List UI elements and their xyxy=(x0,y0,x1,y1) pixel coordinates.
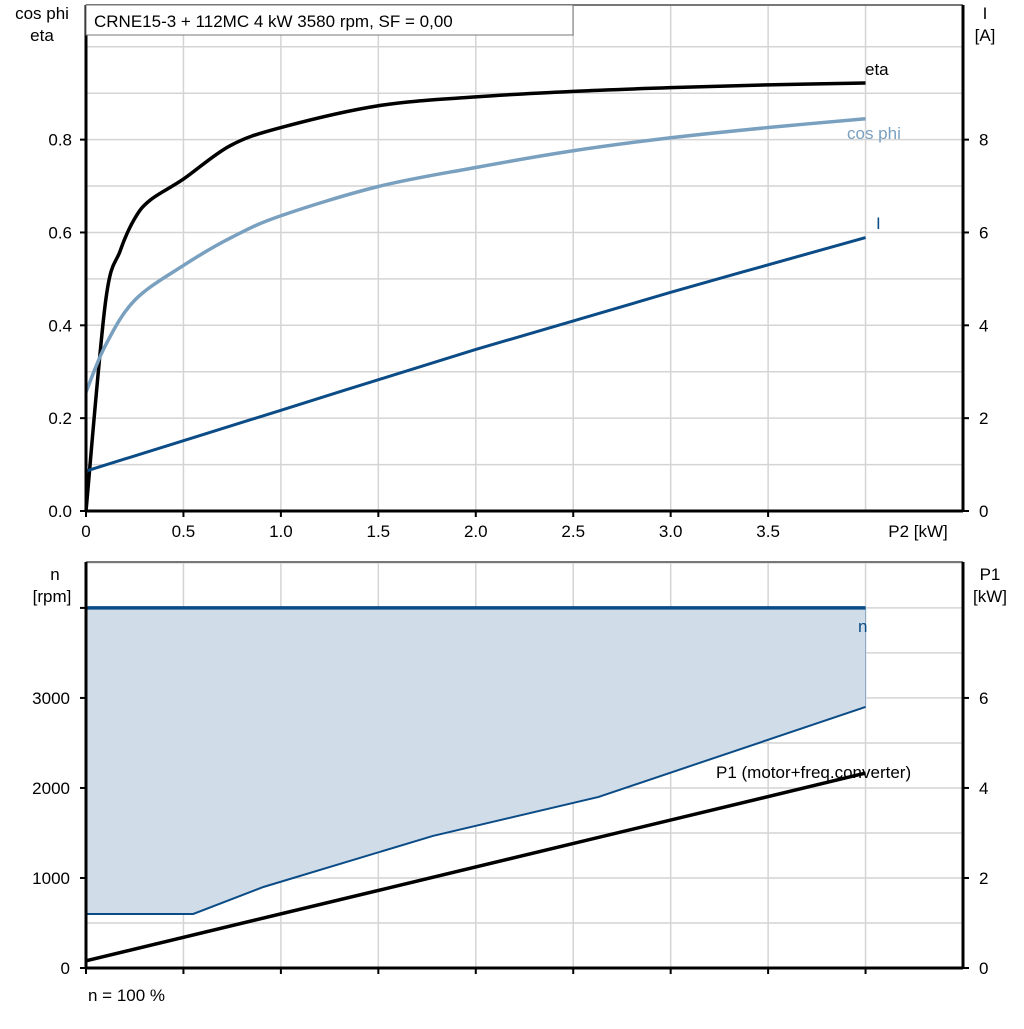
y-tick-label-right: 6 xyxy=(979,689,988,708)
title-box xyxy=(85,4,574,36)
p1-line xyxy=(85,771,866,963)
chart-title: CRNE15-3 + 112MC 4 kW 3580 rpm, SF = 0,0… xyxy=(94,12,453,31)
bottom-right-label-2: [kW] xyxy=(973,587,1007,606)
y-tick-label-left: 3000 xyxy=(32,689,70,708)
eta-curve xyxy=(84,81,866,512)
y-tick-label-right: 4 xyxy=(979,779,988,798)
top-series xyxy=(84,81,866,512)
y-tick-label-right: 2 xyxy=(979,409,988,428)
x-tick-label: 0 xyxy=(81,522,90,541)
current-label: I xyxy=(876,214,881,233)
y-tick-label-right: 2 xyxy=(979,869,988,888)
bottom-right-label-1: P1 xyxy=(980,565,1001,584)
y-tick-label-left: 0.4 xyxy=(48,316,72,335)
y-tick-label-right: 0 xyxy=(979,502,988,521)
y-tick-label-left: 0.2 xyxy=(48,409,72,428)
y-tick-label-left: 0.8 xyxy=(48,131,72,150)
y-tick-label-right: 4 xyxy=(979,316,988,335)
top-grid xyxy=(86,5,963,511)
p1-label: P1 (motor+freq.converter) xyxy=(716,763,911,782)
footer-note: n = 100 % xyxy=(88,986,165,1005)
y-tick-label-right: 8 xyxy=(979,131,988,150)
x-tick-label: 2.0 xyxy=(464,522,488,541)
top-right-label-1: I xyxy=(983,4,988,23)
cos-phi-label: cos phi xyxy=(847,124,901,143)
current-curve xyxy=(85,236,866,473)
x-tick-label: 0.5 xyxy=(172,522,196,541)
y-tick-label-left: 1000 xyxy=(32,869,70,888)
top-left-label-1: cos phi xyxy=(15,4,69,23)
bottom-left-label-1: n xyxy=(50,565,59,584)
x-tick-label: 1.0 xyxy=(269,522,293,541)
eta-label: eta xyxy=(865,60,889,79)
top-right-label-2: [A] xyxy=(975,26,996,45)
axes: 0 0.5 1.0 1.5 2.0 2.5 3.0 3.5 0.0 0.2 0.4 0.6 0.8 0 2 4… xyxy=(32,4,988,978)
x-axis-label: P2 [kW] xyxy=(888,522,948,541)
top-left-label-2: eta xyxy=(30,26,54,45)
bottom-series xyxy=(85,606,866,963)
y-tick-label-left: 0 xyxy=(61,959,70,978)
cos-phi-curve xyxy=(84,116,866,393)
y-tick-label-left: 0.6 xyxy=(48,223,72,242)
x-tick-label: 2.5 xyxy=(561,522,585,541)
y-tick-label-left: 0.0 xyxy=(48,502,72,521)
x-tick-label: 3.0 xyxy=(659,522,683,541)
bottom-left-label-2: [rpm] xyxy=(33,587,72,606)
y-tick-label-right: 6 xyxy=(979,223,988,242)
y-tick-label-right: 0 xyxy=(979,959,988,978)
y-tick-label-left: 2000 xyxy=(32,779,70,798)
x-tick-label: 3.5 xyxy=(756,522,780,541)
speed-label: n xyxy=(858,617,867,636)
x-tick-label: 1.5 xyxy=(367,522,391,541)
min-speed-line xyxy=(86,705,866,915)
